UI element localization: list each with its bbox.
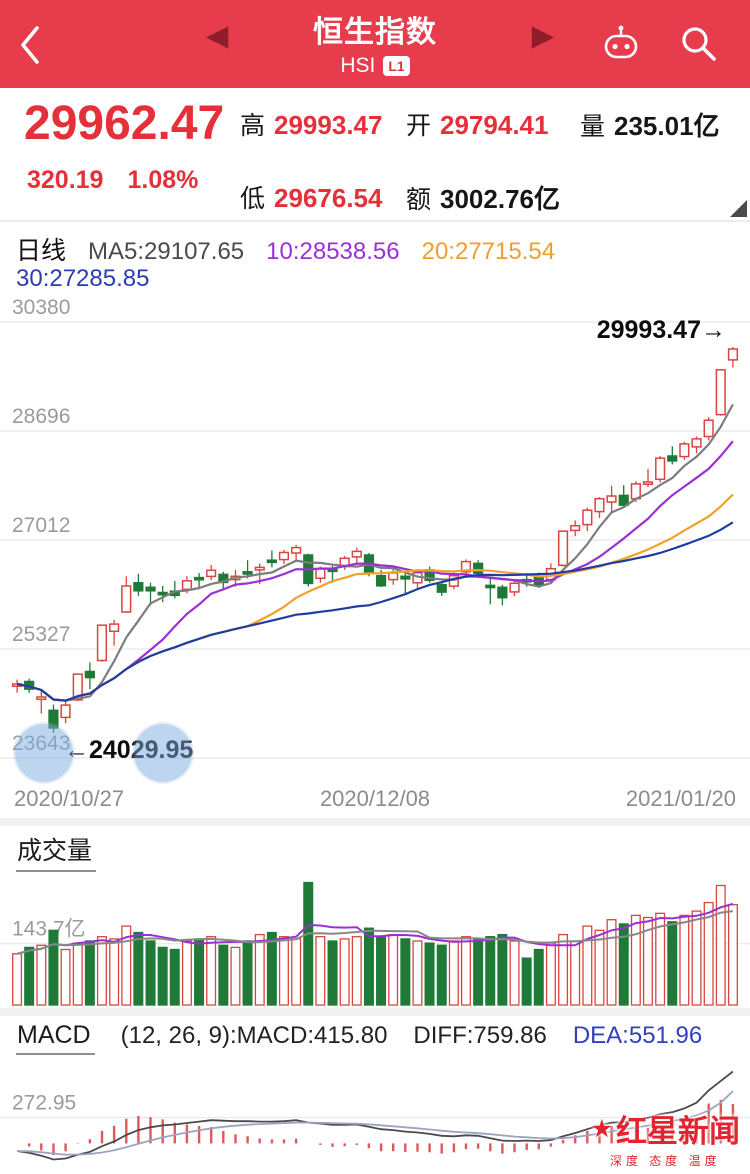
header: ◀ 恒生指数 HSI L1 ▶ [0, 0, 750, 88]
l1-badge: L1 [383, 56, 410, 76]
quote-stats: 高 29993.47 开 29794.41 量 235.01亿 低 29676.… [240, 106, 746, 216]
robot-icon [604, 25, 638, 59]
max-price-annotation: 29993.47→ [596, 316, 726, 344]
high-value: 29993.47 [274, 110, 383, 140]
svg-text:28696: 28696 [12, 405, 70, 428]
low-stat: 低 29676.54 [240, 179, 406, 216]
touch-marker [134, 724, 192, 782]
macd-dea-value: DEA:551.96 [572, 1022, 703, 1049]
volume-label: 量 [580, 113, 606, 141]
x-axis-label-start: 2020/10/27 [14, 786, 125, 811]
low-value: 29676.54 [274, 183, 383, 213]
current-price: 29962.47 [24, 97, 225, 150]
high-stat: 高 29993.47 [240, 106, 406, 143]
candlestick-svg: 3038028696270122532723643 [0, 296, 750, 759]
watermark-slogan: 深度 态度 温度 [609, 1154, 721, 1168]
volume-title[interactable]: 成交量 [16, 830, 97, 872]
section-divider [0, 818, 750, 826]
quote-panel: 29962.47 320.19 1.08% 高 29993.47 开 29794… [0, 88, 750, 220]
svg-text:143.7亿: 143.7亿 [12, 918, 86, 941]
ma30-value: 30:27285.85 [16, 265, 150, 292]
next-index-button[interactable]: ▶ [531, 20, 554, 52]
svg-text:25327: 25327 [12, 623, 70, 646]
macd-diff-value: DIFF:759.86 [413, 1022, 547, 1049]
search-icon [682, 27, 716, 61]
high-label: 高 [240, 112, 266, 140]
index-title-block: 恒生指数 HSI L1 [313, 7, 437, 78]
svg-text:272.95: 272.95 [12, 1092, 76, 1115]
volume-stat: 量 235.01亿 [580, 106, 746, 143]
watermark: ★ 红星新闻 深度 态度 温度 [591, 1106, 740, 1169]
section-divider [0, 1008, 750, 1016]
ma10-value: 10:28538.56 [266, 238, 400, 265]
macd-panel: MACD (12, 26, 9):MACD:415.80 DIFF:759.86… [0, 1016, 750, 1174]
price-change: 320.19 [27, 166, 104, 194]
macd-title[interactable]: MACD [16, 1020, 95, 1055]
x-axis: 2020/10/27 2020/12/08 2021/01/20 [0, 784, 750, 818]
amount-value: 3002.76亿 [440, 184, 560, 214]
svg-text:30380: 30380 [12, 296, 70, 319]
macd-chart[interactable]: 272.95 [0, 1056, 750, 1174]
period-daily-tab[interactable]: 日线 [16, 237, 67, 265]
ma20-value: 20:27715.54 [421, 238, 556, 265]
open-stat: 开 29794.41 [406, 106, 580, 143]
index-code: HSI [340, 54, 376, 77]
x-axis-label-end: 2021/01/20 [625, 786, 736, 811]
search-button[interactable] [676, 21, 722, 67]
volume-chart[interactable]: 143.7亿 [0, 866, 750, 1008]
volume-value: 235.01亿 [614, 111, 720, 141]
indicator-bar: 日线 MA5:29107.65 10:28538.56 20:27715.54 … [0, 222, 750, 292]
page-title: 恒生指数 [313, 16, 437, 49]
price-change-percent: 1.08% [127, 166, 199, 194]
voice-assistant-button[interactable] [598, 21, 644, 67]
star-icon: ★ [590, 1114, 613, 1143]
chevron-left-icon [21, 26, 39, 64]
candlestick-chart[interactable]: 3038028696270122532723643 29993.47→ ←240… [0, 292, 750, 784]
x-axis-label-mid: 2020/12/08 [319, 786, 431, 811]
amount-label: 额 [406, 186, 432, 214]
watermark-logo: 红星新闻 [616, 1114, 740, 1149]
ma5-value: MA5:29107.65 [88, 238, 245, 265]
low-label: 低 [240, 185, 266, 213]
back-button[interactable] [16, 22, 52, 68]
divider [0, 220, 750, 222]
macd-params: (12, 26, 9):MACD:415.80 [120, 1022, 388, 1049]
prev-index-button[interactable]: ◀ [206, 20, 229, 52]
volume-panel: 成交量 143.7亿 [0, 826, 750, 1008]
svg-text:27012: 27012 [12, 514, 70, 537]
expand-corner-button[interactable] [730, 200, 747, 217]
open-label: 开 [406, 112, 432, 140]
amount-stat: 额 3002.76亿 [406, 179, 580, 216]
touch-marker [15, 724, 73, 782]
open-value: 29794.41 [440, 110, 549, 140]
